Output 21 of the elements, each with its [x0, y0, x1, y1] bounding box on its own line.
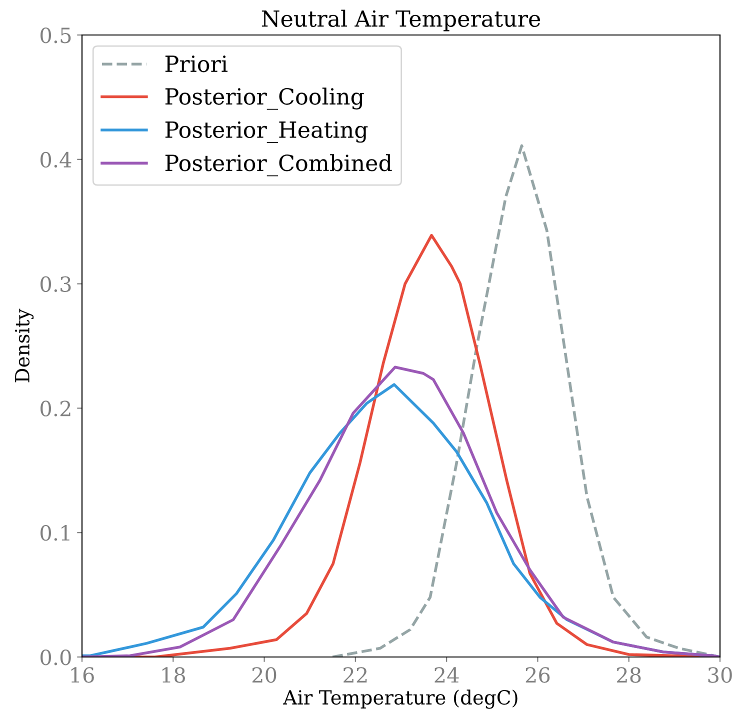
x-tick-label: 22: [344, 667, 367, 683]
x-axis-title: Air Temperature (degC): [283, 690, 518, 709]
y-tick-label: 0.4: [40, 152, 72, 168]
x-tick-label: 28: [617, 667, 641, 683]
legend-label: Posterior_Heating: [165, 121, 368, 143]
x-tick-label: 18: [162, 667, 185, 683]
y-tick-label: 0.0: [40, 649, 71, 666]
y-axis-title: Density: [14, 308, 34, 382]
x-tick-label: 30: [708, 667, 732, 683]
x-tick-label: 16: [71, 667, 94, 683]
legend-label: Posterior_Combined: [165, 154, 392, 176]
legend-label: Posterior_Cooling: [165, 88, 364, 110]
y-tick-label: 0.2: [40, 400, 70, 416]
x-tick-label: 26: [526, 667, 550, 683]
legend-label: Priori: [165, 56, 228, 72]
x-tick-label: 20: [252, 667, 276, 683]
x-tick-label: 24: [434, 667, 459, 683]
chart-title: Neutral Air Temperature: [262, 10, 540, 32]
y-tick-label: 0.1: [40, 525, 70, 541]
y-tick-label: 0.5: [40, 27, 71, 44]
y-tick-label: 0.3: [40, 276, 71, 292]
